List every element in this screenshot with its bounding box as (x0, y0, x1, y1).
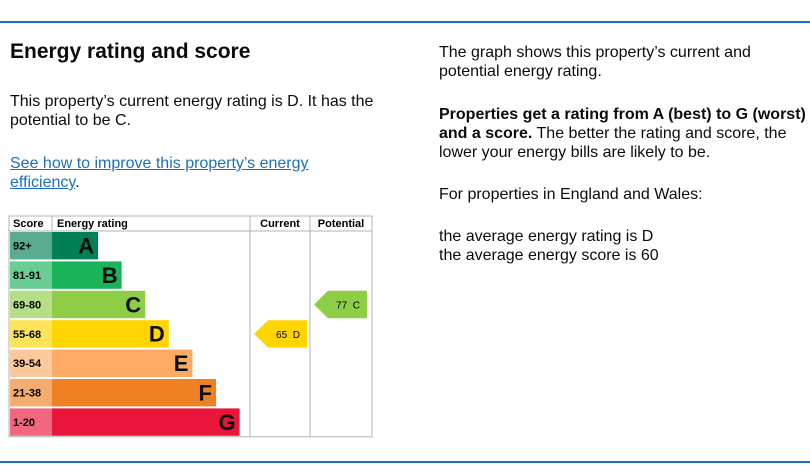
link-suffix: . (75, 174, 80, 191)
score-cell (10, 290, 52, 319)
rating-note-bold: Properties get a rating from A (best) to… (439, 106, 806, 142)
band-bar (52, 232, 98, 260)
column-header: Potential (318, 218, 364, 230)
score-cell (10, 261, 52, 289)
column-header: Current (260, 218, 300, 230)
score-cell (10, 379, 52, 407)
band-score: 1-20 (13, 417, 35, 429)
column-header: Score (13, 218, 44, 230)
band-letter: G (218, 410, 235, 435)
score-cell (10, 408, 52, 436)
potential-rating: C (353, 300, 360, 311)
rating-note: Properties get a rating from A (best) to… (439, 105, 809, 162)
band-bar (52, 349, 193, 377)
current-arrow (254, 320, 307, 348)
potential-score: 77 (336, 300, 348, 311)
score-cell (10, 232, 52, 260)
intro: This property’s current energy rating is… (10, 93, 374, 129)
band-bar (52, 379, 216, 407)
improve-link-line: See how to improve this property’s energ… (10, 154, 370, 192)
potential-arrow (314, 290, 367, 319)
band-score: 92+ (13, 241, 32, 253)
score-cell (10, 349, 52, 377)
top-rule (0, 21, 810, 23)
band-score: 39-54 (13, 358, 42, 370)
band-letter: E (174, 351, 189, 376)
region-note: For properties in England and Wales: (439, 186, 703, 203)
column-header: Energy rating (57, 218, 128, 230)
current-score: 65 (276, 330, 288, 341)
graph-note: The graph shows this property’s current … (439, 44, 751, 80)
band-letter: C (125, 292, 141, 317)
band-bar (52, 320, 169, 348)
improve-link[interactable]: See how to improve this property’s energ… (10, 155, 309, 191)
band-score: 55-68 (13, 329, 41, 341)
bottom-rule (0, 461, 810, 463)
band-letter: A (78, 234, 94, 259)
band-letter: B (102, 263, 118, 288)
band-letter: D (149, 322, 165, 347)
potential-label: 77 C (336, 300, 360, 311)
band-letter: F (199, 381, 212, 406)
chart-frame (8, 215, 373, 438)
rating-note-rest: The better the rating and score, the low… (439, 125, 787, 161)
heading: Energy rating and score (10, 40, 251, 63)
current-rating: D (293, 330, 300, 341)
band-bar (52, 261, 122, 289)
band-bar (52, 290, 146, 319)
score-cell (10, 320, 52, 348)
band-score: 69-80 (13, 299, 41, 311)
current-label: 65 D (276, 330, 300, 341)
average-score: the average energy score is 60 (439, 247, 659, 264)
band-score: 21-38 (13, 388, 41, 400)
band-score: 81-91 (13, 270, 41, 282)
epc-chart: Score Energy rating Current Potential 92+ A 81… (8, 215, 373, 438)
band-bar (52, 408, 240, 436)
average-rating: the average energy rating is D (439, 228, 654, 245)
